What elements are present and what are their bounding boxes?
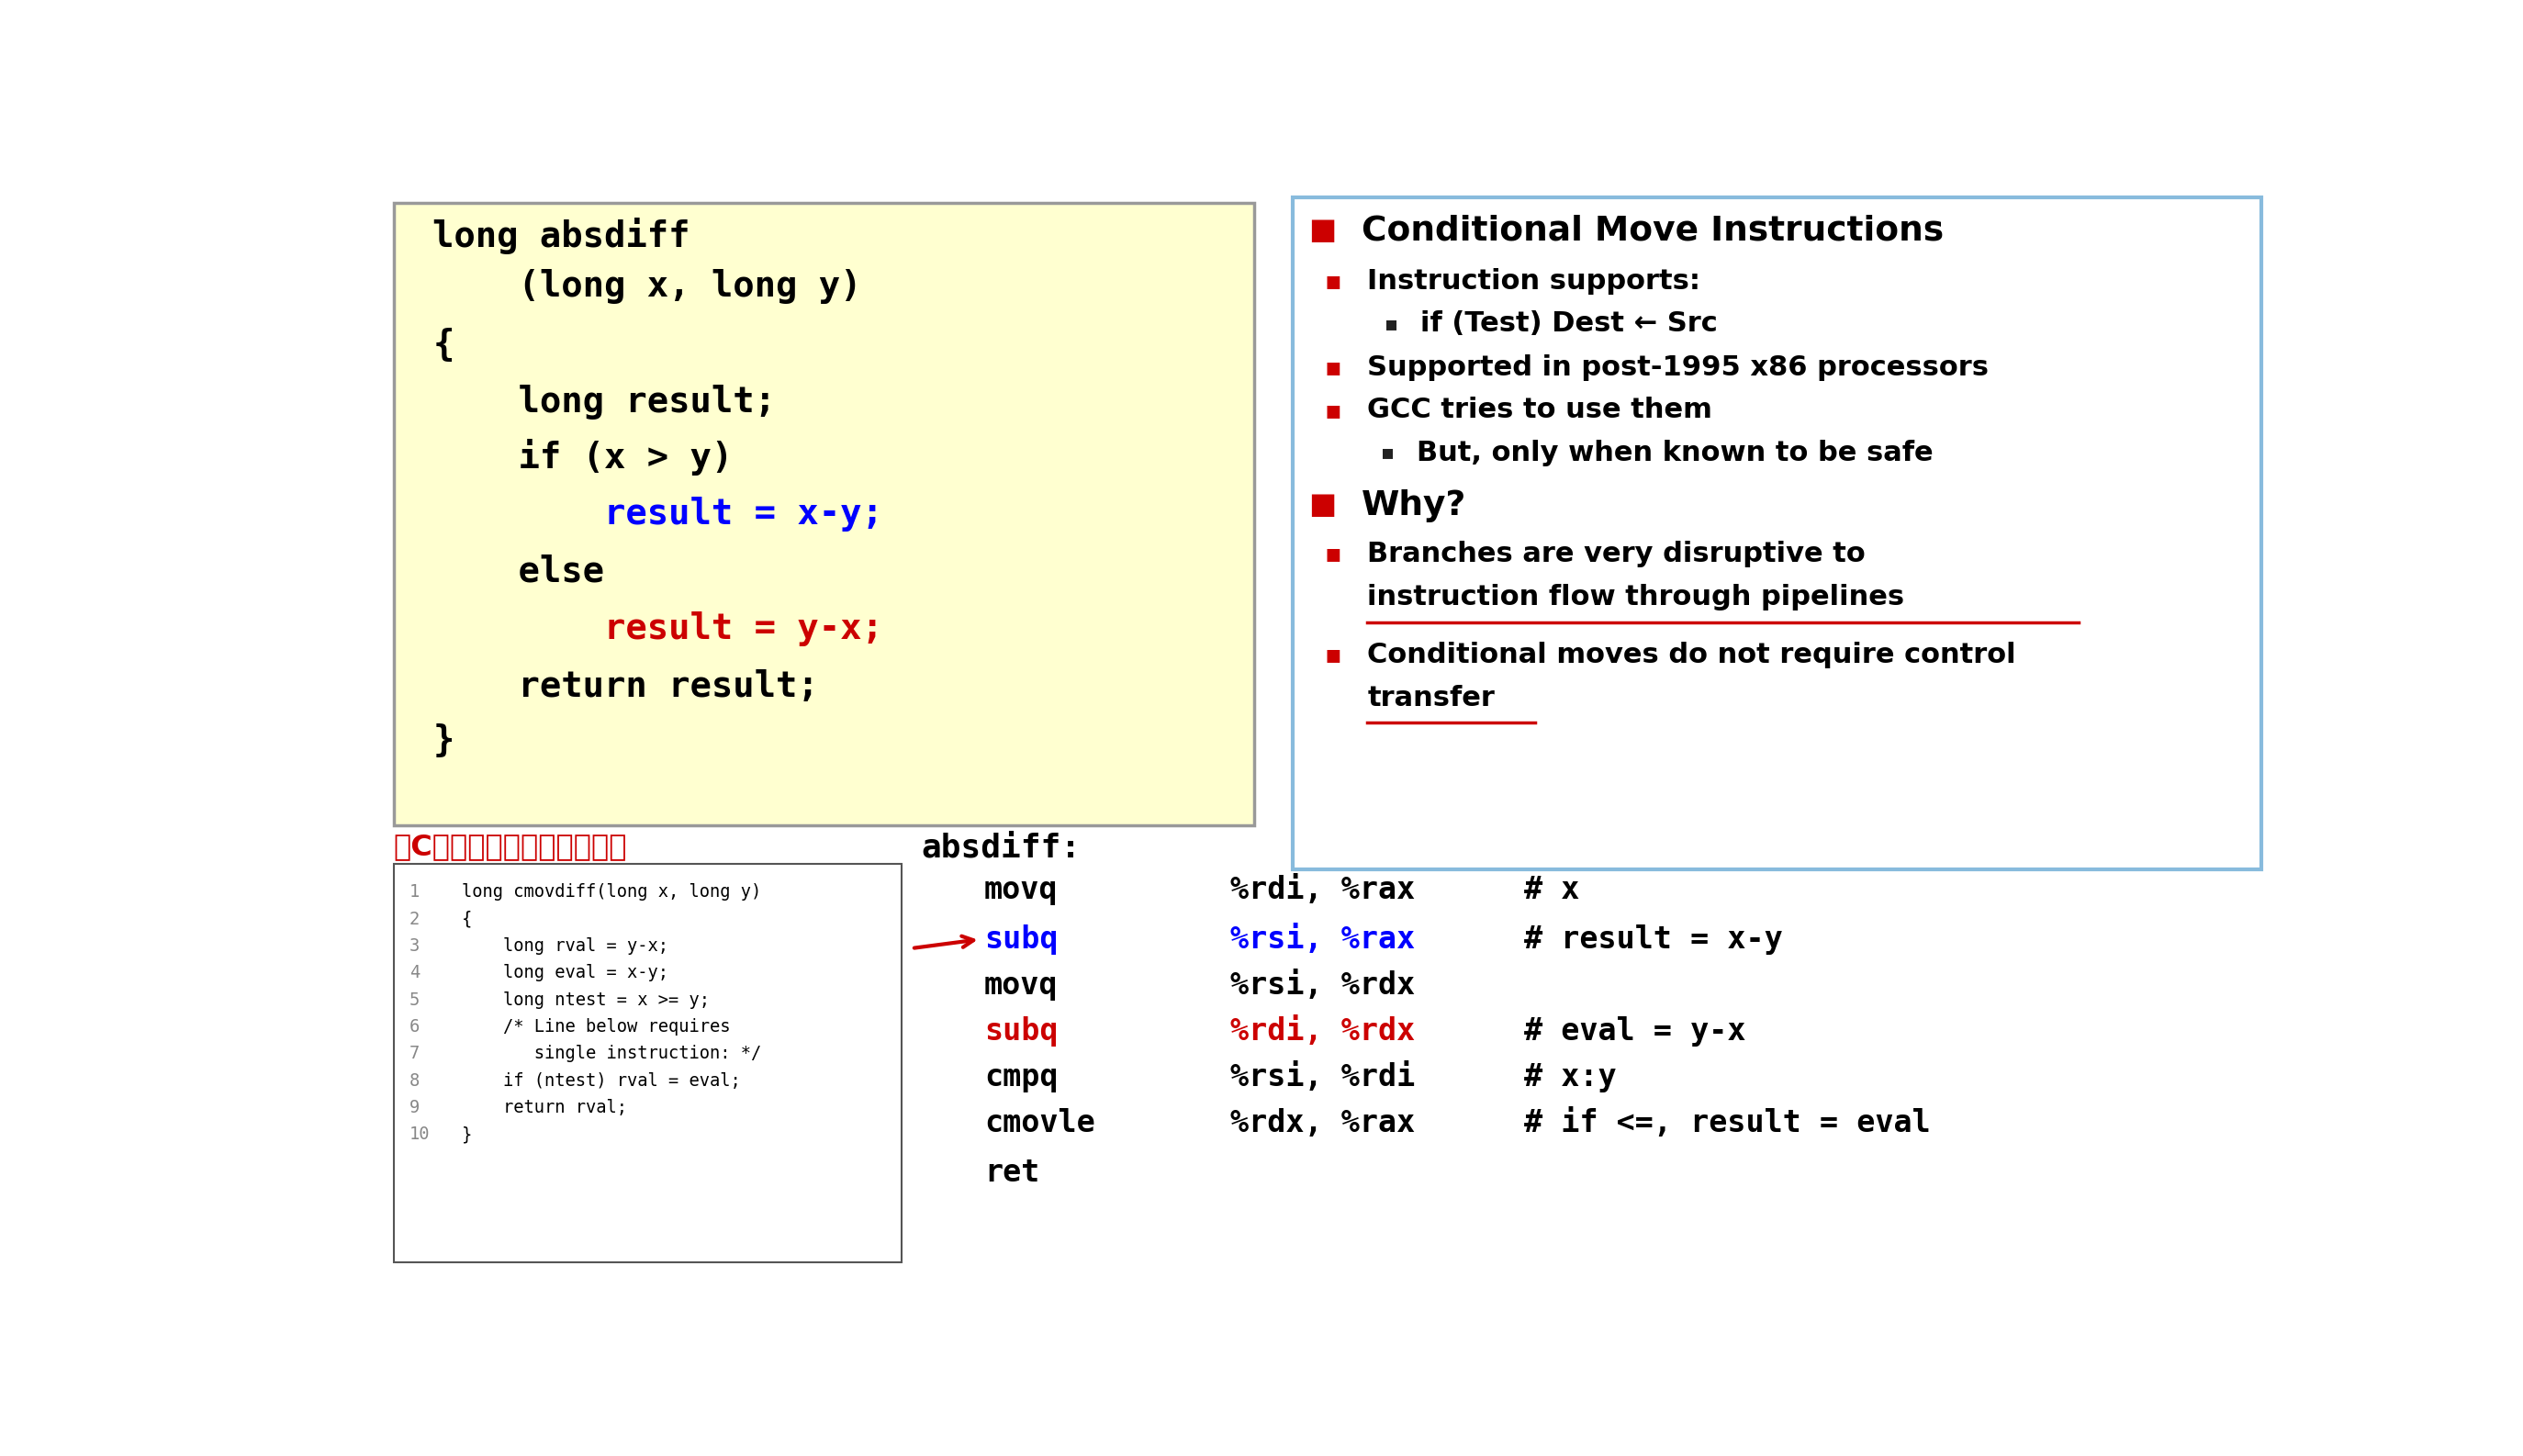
- Text: 6: 6: [409, 1018, 419, 1035]
- Text: 8: 8: [409, 1072, 419, 1089]
- Text: ▪: ▪: [1325, 397, 1342, 424]
- Text: {: {: [462, 910, 472, 927]
- Text: Supported in post-1995 x86 processors: Supported in post-1995 x86 processors: [1367, 354, 1988, 381]
- Text: Conditional moves do not require control: Conditional moves do not require control: [1367, 641, 2016, 668]
- Text: Instruction supports:: Instruction supports:: [1367, 268, 1701, 294]
- Text: movq: movq: [984, 875, 1057, 906]
- Text: %rdx, %rax: %rdx, %rax: [1231, 1108, 1415, 1139]
- Text: }: }: [462, 1125, 472, 1143]
- Text: # eval = y-x: # eval = y-x: [1524, 1016, 1746, 1047]
- Text: ■: ■: [1309, 217, 1337, 245]
- Text: transfer: transfer: [1367, 684, 1494, 712]
- Text: long absdiff: long absdiff: [434, 218, 691, 255]
- Text: Conditional Move Instructions: Conditional Move Instructions: [1362, 214, 1943, 248]
- Text: long rval = y-x;: long rval = y-x;: [462, 938, 669, 955]
- Text: 10: 10: [409, 1125, 429, 1143]
- Text: # if <=, result = eval: # if <=, result = eval: [1524, 1108, 1930, 1139]
- Text: ▪: ▪: [1380, 444, 1395, 462]
- Text: %rdi, %rdx: %rdi, %rdx: [1231, 1016, 1415, 1047]
- Text: (long x, long y): (long x, long y): [434, 269, 863, 304]
- Text: cmovle: cmovle: [984, 1108, 1095, 1139]
- Text: ▪: ▪: [1325, 540, 1342, 566]
- FancyBboxPatch shape: [394, 865, 903, 1262]
- Text: %rdi, %rax: %rdi, %rax: [1231, 875, 1415, 906]
- Text: 7: 7: [409, 1045, 419, 1063]
- Text: But, only when known to be safe: But, only when known to be safe: [1415, 440, 1933, 466]
- Text: absdiff:: absdiff:: [921, 831, 1082, 863]
- Text: result = x-y;: result = x-y;: [434, 496, 883, 531]
- Text: ▪: ▪: [1325, 268, 1342, 294]
- Text: 5: 5: [409, 992, 419, 1009]
- Text: ret: ret: [984, 1158, 1039, 1188]
- Text: long ntest = x >= y;: long ntest = x >= y;: [462, 992, 709, 1009]
- Text: if (x > y): if (x > y): [434, 438, 734, 476]
- Text: return rval;: return rval;: [462, 1099, 628, 1117]
- Text: Branches are very disruptive to: Branches are very disruptive to: [1367, 540, 1864, 566]
- Text: return result;: return result;: [434, 670, 820, 705]
- Text: if (Test) Dest ← Src: if (Test) Dest ← Src: [1420, 310, 1718, 338]
- Text: subq: subq: [984, 1016, 1057, 1047]
- Text: if (ntest) rval = eval;: if (ntest) rval = eval;: [462, 1072, 742, 1089]
- Text: 9: 9: [409, 1099, 419, 1117]
- Text: 用C语言模拟汇编代码的逻辑: 用C语言模拟汇编代码的逻辑: [394, 833, 628, 862]
- Text: subq: subq: [984, 925, 1057, 955]
- Text: %rsi, %rdx: %rsi, %rdx: [1231, 970, 1415, 1000]
- Text: ▪: ▪: [1325, 355, 1342, 380]
- Text: # result = x-y: # result = x-y: [1524, 925, 1781, 955]
- Text: ■: ■: [1309, 491, 1337, 520]
- Text: 3: 3: [409, 938, 419, 955]
- Text: long result;: long result;: [434, 384, 777, 419]
- Text: instruction flow through pipelines: instruction flow through pipelines: [1367, 584, 1905, 610]
- Text: long eval = x-y;: long eval = x-y;: [462, 964, 669, 981]
- Text: %rsi, %rax: %rsi, %rax: [1231, 925, 1415, 955]
- Text: }: }: [434, 724, 454, 759]
- Text: # x: # x: [1524, 875, 1579, 906]
- Text: ▪: ▪: [1385, 314, 1398, 333]
- Text: long cmovdiff(long x, long y): long cmovdiff(long x, long y): [462, 884, 762, 901]
- Text: Why?: Why?: [1362, 489, 1466, 521]
- FancyBboxPatch shape: [1294, 197, 2261, 869]
- Text: /* Line below requires: /* Line below requires: [462, 1018, 732, 1035]
- Text: else: else: [434, 555, 606, 590]
- Text: # x:y: # x:y: [1524, 1061, 1617, 1092]
- Text: ▪: ▪: [1325, 642, 1342, 667]
- Text: 4: 4: [409, 964, 419, 981]
- Text: {: {: [434, 328, 454, 363]
- Text: cmpq: cmpq: [984, 1061, 1057, 1092]
- FancyBboxPatch shape: [394, 202, 1254, 826]
- Text: 2: 2: [409, 910, 419, 927]
- Text: %rsi, %rdi: %rsi, %rdi: [1231, 1061, 1415, 1092]
- Text: movq: movq: [984, 970, 1057, 1000]
- Text: single instruction: */: single instruction: */: [462, 1045, 762, 1063]
- Text: 1: 1: [409, 884, 419, 901]
- Text: result = y-x;: result = y-x;: [434, 612, 883, 646]
- Text: GCC tries to use them: GCC tries to use them: [1367, 397, 1713, 424]
